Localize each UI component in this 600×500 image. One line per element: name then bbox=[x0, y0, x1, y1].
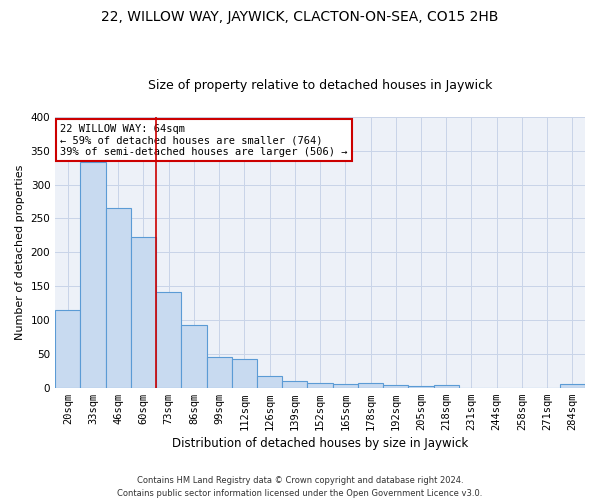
Bar bbox=[560, 384, 585, 388]
Bar bbox=[434, 385, 459, 388]
Bar bbox=[232, 358, 257, 388]
Bar bbox=[156, 292, 181, 388]
Bar bbox=[307, 383, 332, 388]
Text: 22 WILLOW WAY: 64sqm
← 59% of detached houses are smaller (764)
39% of semi-deta: 22 WILLOW WAY: 64sqm ← 59% of detached h… bbox=[61, 124, 348, 157]
Bar bbox=[332, 384, 358, 388]
Bar bbox=[106, 208, 131, 388]
Bar bbox=[409, 386, 434, 388]
X-axis label: Distribution of detached houses by size in Jaywick: Distribution of detached houses by size … bbox=[172, 437, 468, 450]
Bar bbox=[257, 376, 282, 388]
Y-axis label: Number of detached properties: Number of detached properties bbox=[15, 164, 25, 340]
Title: Size of property relative to detached houses in Jaywick: Size of property relative to detached ho… bbox=[148, 79, 492, 92]
Bar bbox=[80, 162, 106, 388]
Bar bbox=[282, 381, 307, 388]
Bar bbox=[358, 383, 383, 388]
Bar bbox=[383, 385, 409, 388]
Text: 22, WILLOW WAY, JAYWICK, CLACTON-ON-SEA, CO15 2HB: 22, WILLOW WAY, JAYWICK, CLACTON-ON-SEA,… bbox=[101, 10, 499, 24]
Bar bbox=[206, 357, 232, 388]
Bar bbox=[131, 238, 156, 388]
Text: Contains HM Land Registry data © Crown copyright and database right 2024.
Contai: Contains HM Land Registry data © Crown c… bbox=[118, 476, 482, 498]
Bar bbox=[55, 310, 80, 388]
Bar bbox=[181, 326, 206, 388]
